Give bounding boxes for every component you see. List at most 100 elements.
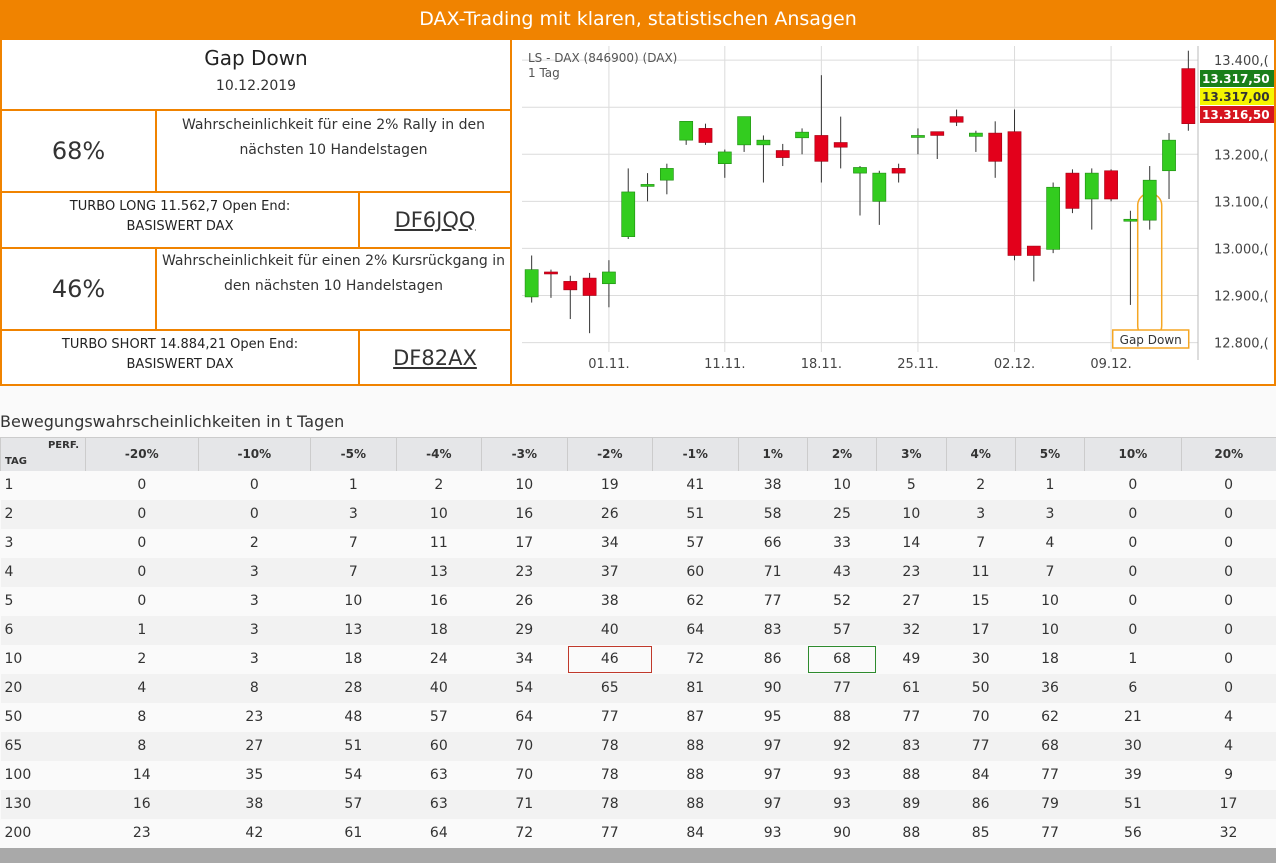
candle-body <box>1084 172 1099 200</box>
table-cell: 92 <box>807 731 877 761</box>
table-cell: 77 <box>807 673 877 703</box>
table-cell: 90 <box>807 818 877 848</box>
table-cell: 8 <box>198 673 311 703</box>
table-cell: 0 <box>85 499 199 529</box>
table-cell: 85 <box>946 818 1016 848</box>
table-cell: 40 <box>567 615 653 645</box>
table-cell: 89 <box>876 789 946 819</box>
column-header: 10% <box>1084 437 1182 471</box>
table-cell: 34 <box>481 644 568 674</box>
long-description: Wahrscheinlichkeit für eine 2% Rally in … <box>157 111 512 193</box>
table-cell: 42 <box>198 818 311 848</box>
table-cell: 27 <box>198 731 311 761</box>
table-cell: 0 <box>1084 499 1182 529</box>
row-day-cell: 5 <box>0 586 86 616</box>
table-cell: 17 <box>481 528 568 558</box>
chart-subtitle: 1 Tag <box>528 66 560 80</box>
table-cell: 0 <box>1181 470 1276 500</box>
table-cell: 61 <box>876 673 946 703</box>
candle-body <box>756 139 771 146</box>
table-cell: 81 <box>652 673 739 703</box>
table-cell: 10 <box>1015 586 1085 616</box>
candle-body <box>988 132 1003 162</box>
table-cell: 71 <box>481 789 568 819</box>
table-cell: 63 <box>396 760 482 790</box>
table-cell: 15 <box>946 586 1016 616</box>
candle-body <box>1104 170 1118 200</box>
table-cell: 88 <box>652 760 739 790</box>
candle-body <box>602 271 616 285</box>
table-row: 3 0 2 7 11 17 34 57 66 33 14 7 4 0 0 <box>0 528 1276 558</box>
x-tick-label: 02.12. <box>994 357 1035 372</box>
table-cell: 0 <box>1181 673 1276 703</box>
short-product-line1: TURBO SHORT 14.884,21 Open End: <box>61 337 299 352</box>
table-cell: 11 <box>396 528 482 558</box>
table-cell: 17 <box>1181 789 1276 819</box>
table-cell: 7 <box>310 528 397 558</box>
table-cell: 77 <box>1015 760 1085 790</box>
table-cell: 70 <box>946 702 1016 732</box>
table-cell: 71 <box>738 557 808 587</box>
table-row: 5 0 3 10 16 26 38 62 77 52 27 15 10 0 0 <box>0 586 1276 616</box>
short-wkn-link[interactable]: DF82AX <box>360 331 512 384</box>
table-cell: 88 <box>807 702 877 732</box>
candle-body <box>853 167 867 174</box>
table-cell: 93 <box>807 789 877 819</box>
table-cell: 29 <box>481 615 568 645</box>
candle-body <box>795 131 809 139</box>
table-cell: 49 <box>876 644 946 674</box>
table-cell: 0 <box>1181 586 1276 616</box>
table-cell: 83 <box>876 731 946 761</box>
table-cell: 23 <box>85 818 199 848</box>
table-row: 1 0 0 1 2 10 19 41 38 10 5 2 1 0 0 <box>0 470 1276 500</box>
y-tick-label: 13.000,( <box>1214 242 1269 257</box>
row-day-cell: 2 <box>0 499 86 529</box>
table-cell: 3 <box>198 557 311 587</box>
long-wkn-link[interactable]: DF6JQQ <box>360 193 512 249</box>
table-cell: 33 <box>807 528 877 558</box>
table-cell: 1 <box>1015 470 1085 500</box>
table-cell: 50 <box>946 673 1016 703</box>
table-cell: 77 <box>876 702 946 732</box>
table-cell: 34 <box>567 528 653 558</box>
table-cell: 2 <box>198 528 311 558</box>
table-cell: 3 <box>310 499 397 529</box>
price-tag <box>1200 88 1274 105</box>
table-cell: 10 <box>481 470 568 500</box>
table-cell: 3 <box>198 644 311 674</box>
table-cell: 0 <box>85 528 199 558</box>
table-cell: 0 <box>1181 528 1276 558</box>
candle-body <box>1046 186 1061 250</box>
table-cell: 10 <box>807 470 877 500</box>
table-cell: 1 <box>310 470 397 500</box>
column-header: 5% <box>1014 437 1085 471</box>
price-tag-label: 13.317,00 <box>1202 90 1270 104</box>
table-cell: 77 <box>567 702 653 732</box>
table-cell: 32 <box>1181 818 1276 848</box>
table-cell: 0 <box>1181 557 1276 587</box>
table-cell: 2 <box>85 644 199 674</box>
x-tick-label: 11.11. <box>704 357 745 372</box>
row-day-cell: 4 <box>0 557 86 587</box>
table-cell: 38 <box>738 470 808 500</box>
table-cell: 48 <box>310 702 397 732</box>
table-cell: 78 <box>567 731 653 761</box>
table-cell: 11 <box>946 557 1016 587</box>
column-header: 4% <box>945 437 1016 471</box>
long-product: TURBO LONG 11.562,7 Open End: BASISWERT … <box>2 193 360 249</box>
table-cell: 10 <box>876 499 946 529</box>
row-day-cell: 200 <box>0 818 86 848</box>
table-corner-header: PERF. TAG <box>0 437 86 471</box>
table-cell: 86 <box>738 644 808 674</box>
table-cell: 93 <box>807 760 877 790</box>
table-cell: 57 <box>396 702 482 732</box>
table-cell: 46 <box>567 644 653 674</box>
candle-body <box>1142 179 1157 221</box>
signal-info: Gap Down 10.12.2019 68% Wahrscheinlichke… <box>2 40 512 384</box>
table-cell: 95 <box>738 702 808 732</box>
table-cell: 78 <box>567 789 653 819</box>
table-cell: 60 <box>396 731 482 761</box>
table-cell: 54 <box>481 673 568 703</box>
table-cell: 90 <box>738 673 808 703</box>
perf-label: PERF. <box>47 440 79 451</box>
